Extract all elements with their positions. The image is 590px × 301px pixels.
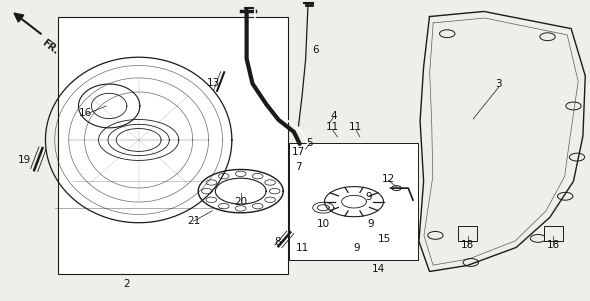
Bar	[458, 226, 477, 241]
Text: 8: 8	[274, 237, 281, 247]
Text: 3: 3	[495, 79, 502, 89]
Text: FR.: FR.	[40, 37, 60, 56]
Text: 18: 18	[461, 240, 474, 250]
Text: 21: 21	[187, 216, 200, 226]
Text: 14: 14	[372, 264, 385, 275]
Text: 13: 13	[207, 78, 220, 88]
Text: 18: 18	[547, 240, 560, 250]
Text: 19: 19	[18, 154, 31, 165]
Text: 17: 17	[291, 147, 304, 157]
Text: 15: 15	[378, 234, 391, 244]
Text: 16: 16	[79, 108, 92, 118]
Bar	[289, 143, 418, 260]
Text: 9: 9	[365, 192, 372, 202]
Text: 11: 11	[296, 243, 309, 253]
Text: 10: 10	[317, 219, 330, 229]
Text: 20: 20	[234, 197, 247, 207]
Text: 9: 9	[367, 219, 374, 229]
Bar	[544, 226, 563, 241]
Text: 7: 7	[294, 162, 301, 172]
Text: 11: 11	[326, 122, 339, 132]
Text: 11: 11	[349, 122, 362, 132]
Text: 12: 12	[382, 174, 395, 184]
Text: 9: 9	[353, 243, 360, 253]
Bar	[58, 17, 288, 274]
Text: 2: 2	[123, 279, 130, 290]
Text: 6: 6	[312, 45, 319, 55]
Text: 5: 5	[306, 138, 313, 148]
Text: 4: 4	[330, 111, 337, 121]
